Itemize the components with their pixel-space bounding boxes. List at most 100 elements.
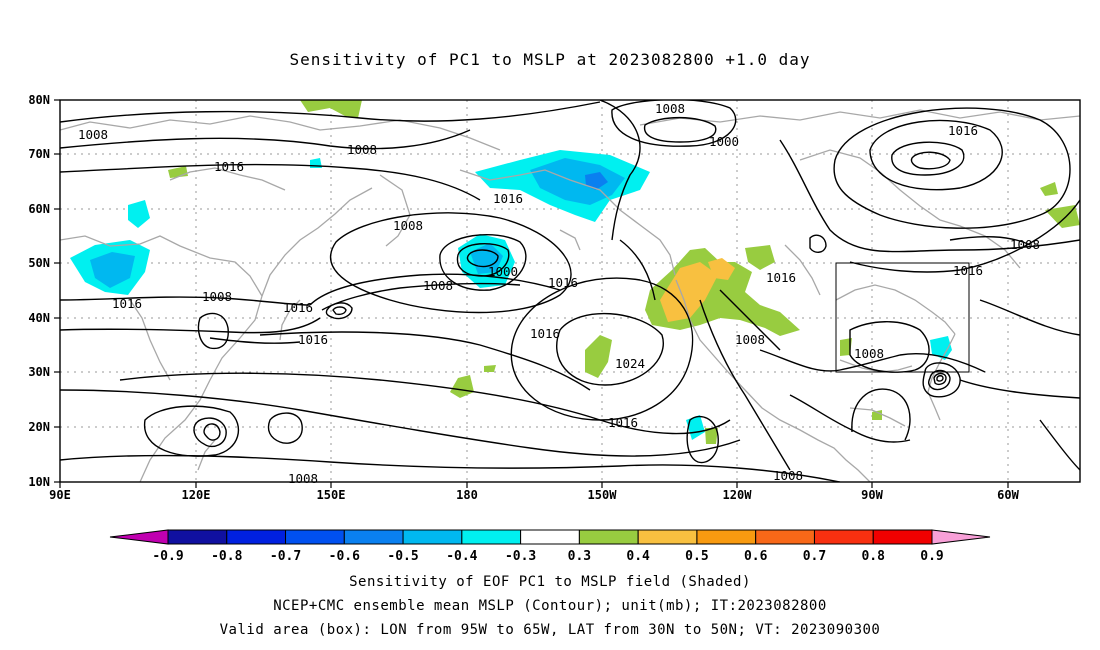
contour-label: 1008	[854, 346, 884, 361]
patch-cyan-siberia	[128, 200, 150, 228]
colorbar-label: -0.7	[270, 549, 301, 564]
colorbar-segment	[285, 529, 345, 545]
contour-label: 1008	[1010, 237, 1040, 252]
colorbar-segment	[696, 529, 757, 545]
contour-label: 1016	[493, 191, 523, 206]
lat-label: 40N	[28, 311, 50, 325]
patch-orange-coast	[660, 262, 718, 322]
lat-label: 50N	[28, 256, 50, 270]
lon-labels: 90E 120E 150E 180 150W 120W 90W 60W	[49, 488, 1019, 502]
contour-label: 1000	[709, 134, 739, 149]
patch-green-gulf	[840, 338, 852, 356]
sensitivity-shading	[70, 100, 1080, 444]
patch-green-caribbean	[872, 410, 882, 420]
colorbar-segment	[461, 529, 522, 545]
colorbar-label: -0.5	[387, 549, 418, 564]
caption-contour: NCEP+CMC ensemble mean MSLP (Contour); u…	[273, 598, 827, 614]
contour-label: 1016	[112, 296, 142, 311]
contour-label: 1016	[948, 123, 978, 138]
patch-green-east	[1045, 205, 1080, 228]
colorbar-segment	[931, 529, 991, 545]
contour-labels: 1008 1008 1008 1016 1016 1008 1008 1000 …	[78, 101, 1040, 486]
colorbar-label: 0.3	[568, 549, 591, 564]
contour-label: 1016	[298, 332, 328, 347]
colorbar-label: 0.4	[626, 549, 650, 564]
colorbar-label: 0.9	[920, 549, 943, 564]
valid-area-box	[835, 262, 970, 373]
colorbar-segment	[167, 529, 228, 545]
colorbar-label: -0.4	[446, 549, 477, 564]
patch-green-canada	[745, 245, 775, 270]
lat-label: 20N	[28, 420, 50, 434]
contour-label: 1008	[655, 101, 685, 116]
contour-label: 1008	[78, 127, 108, 142]
mslp-contours	[60, 100, 1080, 482]
colorbar-label: 0.8	[861, 549, 885, 564]
patch-green-small2	[450, 375, 474, 398]
contour-label: 1008	[423, 278, 453, 293]
colorbar-segment	[226, 529, 287, 545]
patch-green-hi	[585, 335, 612, 378]
tick-marks	[54, 99, 1009, 488]
lat-label: 80N	[28, 93, 50, 107]
patch-green-trop	[705, 428, 718, 444]
contour-label: 1016	[608, 415, 638, 430]
lat-labels: 80N 70N 60N 50N 40N 30N 20N 10N	[28, 93, 50, 489]
colorbar-label: 0.7	[803, 549, 826, 564]
colorbar-segment	[578, 529, 639, 545]
contour-label: 1016	[766, 270, 796, 285]
contour-label: 1024	[615, 356, 645, 371]
contour-label: 1016	[530, 326, 560, 341]
lat-label: 10N	[28, 475, 50, 489]
contour-label: 1016	[283, 300, 313, 315]
colorbar-label: -0.8	[211, 549, 242, 564]
lon-label: 60W	[997, 488, 1019, 502]
patch-green-lab	[1040, 182, 1058, 196]
lon-label: 180	[456, 488, 478, 502]
lon-label: 90E	[49, 488, 71, 502]
contour-label: 1008	[288, 471, 318, 486]
colorbar-label: -0.9	[152, 549, 183, 564]
colorbar-segment	[755, 529, 815, 545]
colorbar-label: 0.6	[744, 549, 768, 564]
plot-title: Sensitivity of PC1 to MSLP at 2023082800…	[289, 50, 811, 69]
coastlines	[60, 109, 1080, 482]
contour-label: 1016	[548, 275, 578, 290]
colorbar: -0.9 -0.8 -0.7 -0.6 -0.5 -0.4 -0.3 0.3 0.4 0.5 0.6…	[109, 529, 991, 564]
colorbar-label: -0.6	[329, 549, 360, 564]
caption-shading: Sensitivity of EOF PC1 to MSLP field (Sh…	[349, 574, 751, 590]
contour-label: 1008	[393, 218, 423, 233]
colorbar-segment	[520, 529, 580, 545]
patch-cyan-atl	[930, 336, 952, 360]
lat-label: 70N	[28, 147, 50, 161]
caption-valid-area: Valid area (box): LON from 95W to 65W, L…	[219, 622, 881, 638]
lon-label: 120E	[182, 488, 211, 502]
colorbar-segment	[343, 529, 404, 545]
colorbar-segment	[813, 529, 874, 545]
patch-blue-bering	[530, 158, 625, 205]
lon-label: 120W	[723, 488, 753, 502]
lon-label: 150W	[588, 488, 618, 502]
contour-label: 1008	[735, 332, 765, 347]
colorbar-label: 0.5	[685, 549, 708, 564]
contour-label: 1016	[214, 159, 244, 174]
colorbar-segment	[109, 529, 169, 545]
patch-green-small3	[484, 365, 496, 372]
patch-deep-blue-bering	[585, 172, 608, 190]
map-frame	[59, 99, 1081, 483]
contour-label: 1008	[347, 142, 377, 157]
patch-blue-asia	[90, 252, 135, 288]
patch-orange-bc	[708, 258, 735, 280]
lon-label: 90W	[861, 488, 883, 502]
graticule	[60, 100, 1080, 482]
lat-label: 60N	[28, 202, 50, 216]
lat-label: 30N	[28, 365, 50, 379]
colorbar-segment	[637, 529, 698, 545]
contour-label: 1008	[773, 468, 803, 483]
patch-green-arctic	[300, 100, 362, 118]
contour-label: 1000	[488, 264, 518, 279]
colorbar-segment	[402, 529, 463, 545]
colorbar-segment	[872, 529, 933, 545]
contour-label: 1016	[953, 263, 983, 278]
